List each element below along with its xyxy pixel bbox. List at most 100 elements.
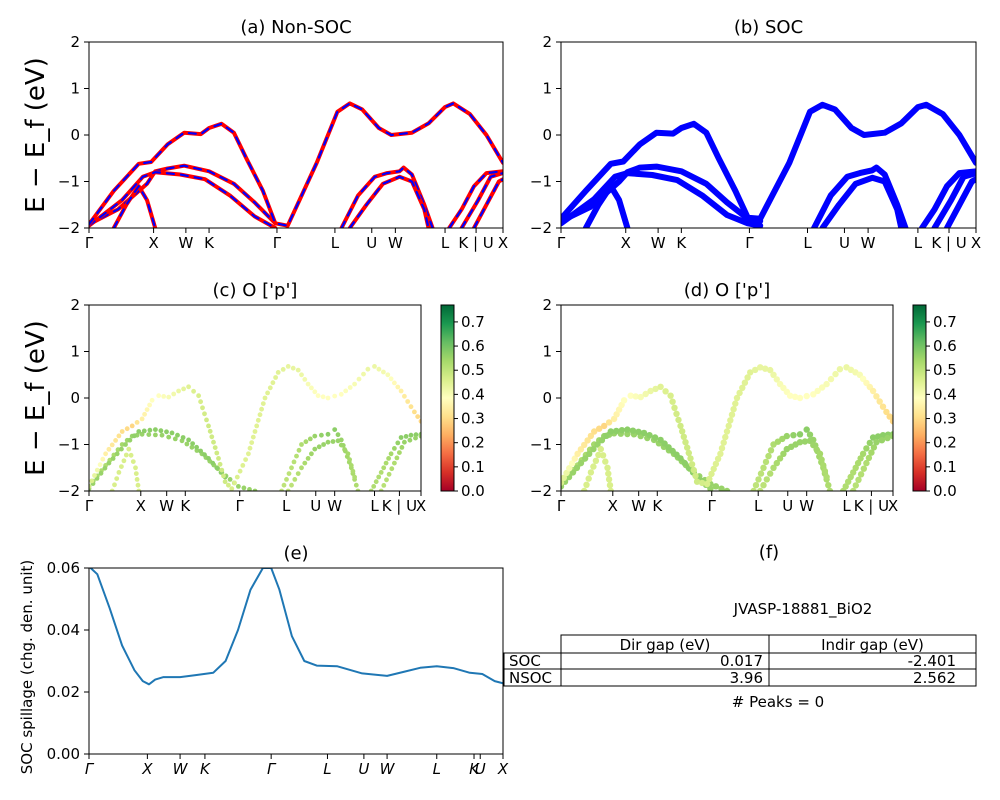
band-point xyxy=(273,375,278,380)
plot-area xyxy=(561,364,893,491)
band-point xyxy=(747,369,754,376)
band-point xyxy=(679,428,686,435)
band-point xyxy=(123,442,128,447)
band-point xyxy=(855,476,862,483)
band-point xyxy=(356,376,362,382)
band-point xyxy=(316,444,322,450)
table-row-label: NSOC xyxy=(509,669,552,687)
band-point xyxy=(602,458,609,465)
band-point xyxy=(284,477,289,482)
x-tick-label: U xyxy=(839,234,850,252)
band-point xyxy=(134,477,140,482)
band-point xyxy=(607,487,614,491)
colorbar-tick-label: 0.3 xyxy=(933,410,957,428)
band-point xyxy=(741,379,749,386)
x-tick-label: K | U xyxy=(458,234,493,252)
band-point xyxy=(381,483,387,488)
band-point xyxy=(378,488,384,491)
table-col-header: Indir gap (eV) xyxy=(821,636,924,654)
band-point xyxy=(732,400,739,407)
band-point xyxy=(279,488,284,491)
band-point xyxy=(133,471,139,476)
band-point xyxy=(312,446,318,452)
band-point xyxy=(816,450,824,457)
band-point xyxy=(786,392,794,399)
colorbar-tick-label: 0.1 xyxy=(461,458,485,476)
band-point xyxy=(211,439,216,445)
band-point xyxy=(868,449,875,456)
band-point xyxy=(718,445,726,452)
panel-title: (c) O ['p'] xyxy=(213,280,298,301)
band-point xyxy=(134,420,140,425)
band-point xyxy=(388,376,394,382)
band-point xyxy=(181,386,187,392)
band-point xyxy=(642,390,649,398)
band-point xyxy=(121,458,127,464)
band-point xyxy=(657,383,664,390)
band-point xyxy=(376,474,382,480)
band-point xyxy=(153,432,158,438)
band-point xyxy=(299,442,304,447)
band-point xyxy=(186,437,192,443)
band-point xyxy=(624,430,631,438)
band-point xyxy=(247,445,253,451)
x-tick-label: X xyxy=(141,760,153,778)
band-line xyxy=(348,175,430,228)
axes-frame xyxy=(88,304,422,492)
band-point xyxy=(869,434,877,441)
band-point xyxy=(418,418,421,424)
y-tick-label: 0.02 xyxy=(47,683,80,701)
band-point xyxy=(405,399,411,404)
band-point xyxy=(712,483,720,490)
plot-area xyxy=(561,101,976,228)
band-point xyxy=(206,423,211,429)
band-point xyxy=(161,394,167,399)
band-point xyxy=(109,488,115,491)
band-point xyxy=(760,464,767,471)
y-tick-label: 0.04 xyxy=(47,621,80,639)
band-point xyxy=(309,451,314,457)
panel-title: (a) Non-SOC xyxy=(240,17,351,38)
band-line xyxy=(561,101,976,222)
band-point xyxy=(114,476,120,481)
band-point xyxy=(605,419,613,426)
band-point xyxy=(757,487,764,491)
y-tick-label: 1 xyxy=(70,80,80,98)
band-point xyxy=(216,456,221,461)
band-point xyxy=(175,432,180,438)
colorbar xyxy=(440,304,455,492)
band-point xyxy=(857,471,865,478)
panel-title: (b) SOC xyxy=(734,17,803,38)
x-tick-label: L xyxy=(754,497,763,515)
x-tick-label: X xyxy=(971,234,981,252)
band-point xyxy=(246,451,251,457)
x-tick-label: K xyxy=(676,234,687,252)
band-point xyxy=(200,405,205,411)
band-point xyxy=(217,461,223,467)
x-tick-label: Γ xyxy=(273,234,282,252)
band-point xyxy=(690,466,697,474)
panel-title: (e) xyxy=(283,543,308,564)
band-point xyxy=(350,468,356,474)
band-point xyxy=(305,381,311,387)
band-point xyxy=(889,418,893,425)
band-point xyxy=(119,464,124,469)
colorbar-tick-label: 0.7 xyxy=(933,313,957,331)
band-point xyxy=(675,416,682,424)
band-line xyxy=(447,169,503,228)
band-point xyxy=(568,460,576,467)
band-point xyxy=(566,465,573,472)
band-line xyxy=(931,170,976,228)
band-point xyxy=(667,392,674,399)
band-point xyxy=(176,388,182,394)
band-point xyxy=(577,446,585,453)
band-point xyxy=(814,387,821,395)
band-point xyxy=(823,380,830,388)
band-point xyxy=(257,412,263,418)
y-tick-label: 2 xyxy=(70,296,80,314)
band-point xyxy=(581,441,588,449)
band-point xyxy=(202,452,207,458)
band-point xyxy=(796,439,804,446)
colorbar-tick-label: 0.6 xyxy=(933,337,957,355)
colorbar xyxy=(912,304,927,492)
